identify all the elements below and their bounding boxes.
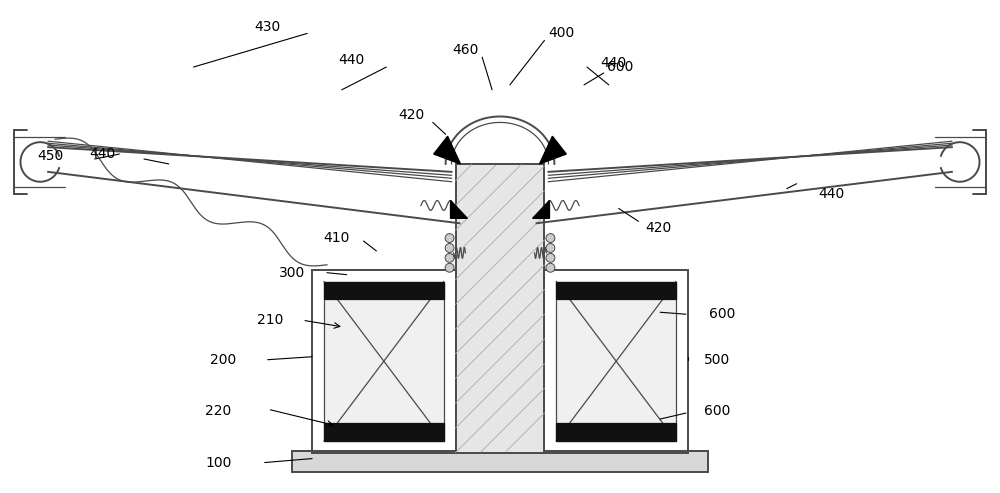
Circle shape <box>546 244 555 252</box>
Text: 430: 430 <box>255 21 281 35</box>
Bar <box>544 270 688 453</box>
Text: 200: 200 <box>210 352 236 367</box>
Text: 400: 400 <box>548 27 574 40</box>
Text: 440: 440 <box>89 147 116 161</box>
Bar <box>556 282 676 441</box>
Circle shape <box>546 234 555 243</box>
Bar <box>556 282 676 299</box>
Circle shape <box>445 263 454 272</box>
Polygon shape <box>533 201 549 218</box>
Text: 420: 420 <box>645 221 671 235</box>
Circle shape <box>445 244 454 252</box>
Polygon shape <box>434 136 460 164</box>
Circle shape <box>445 234 454 243</box>
Bar <box>292 451 708 472</box>
Bar <box>324 423 444 441</box>
Bar <box>312 270 456 453</box>
Text: 450: 450 <box>37 149 63 163</box>
Text: 100: 100 <box>205 456 231 469</box>
Polygon shape <box>540 136 566 164</box>
Circle shape <box>546 263 555 272</box>
Text: 460: 460 <box>452 43 479 57</box>
Bar <box>324 282 444 299</box>
Text: 410: 410 <box>324 231 350 245</box>
Text: 420: 420 <box>398 107 424 121</box>
Text: 500: 500 <box>704 352 731 367</box>
Bar <box>456 164 544 453</box>
Text: 440: 440 <box>339 53 365 67</box>
Text: 220: 220 <box>205 404 231 418</box>
Text: 600: 600 <box>607 60 634 74</box>
Text: 440: 440 <box>601 56 627 70</box>
Bar <box>556 423 676 441</box>
Text: 210: 210 <box>257 313 284 327</box>
Circle shape <box>445 253 454 262</box>
Text: 600: 600 <box>709 307 736 321</box>
Text: 300: 300 <box>279 266 305 280</box>
Polygon shape <box>451 201 467 218</box>
Text: 600: 600 <box>704 404 731 418</box>
Bar <box>324 282 444 441</box>
Text: 440: 440 <box>818 187 844 201</box>
Circle shape <box>546 253 555 262</box>
